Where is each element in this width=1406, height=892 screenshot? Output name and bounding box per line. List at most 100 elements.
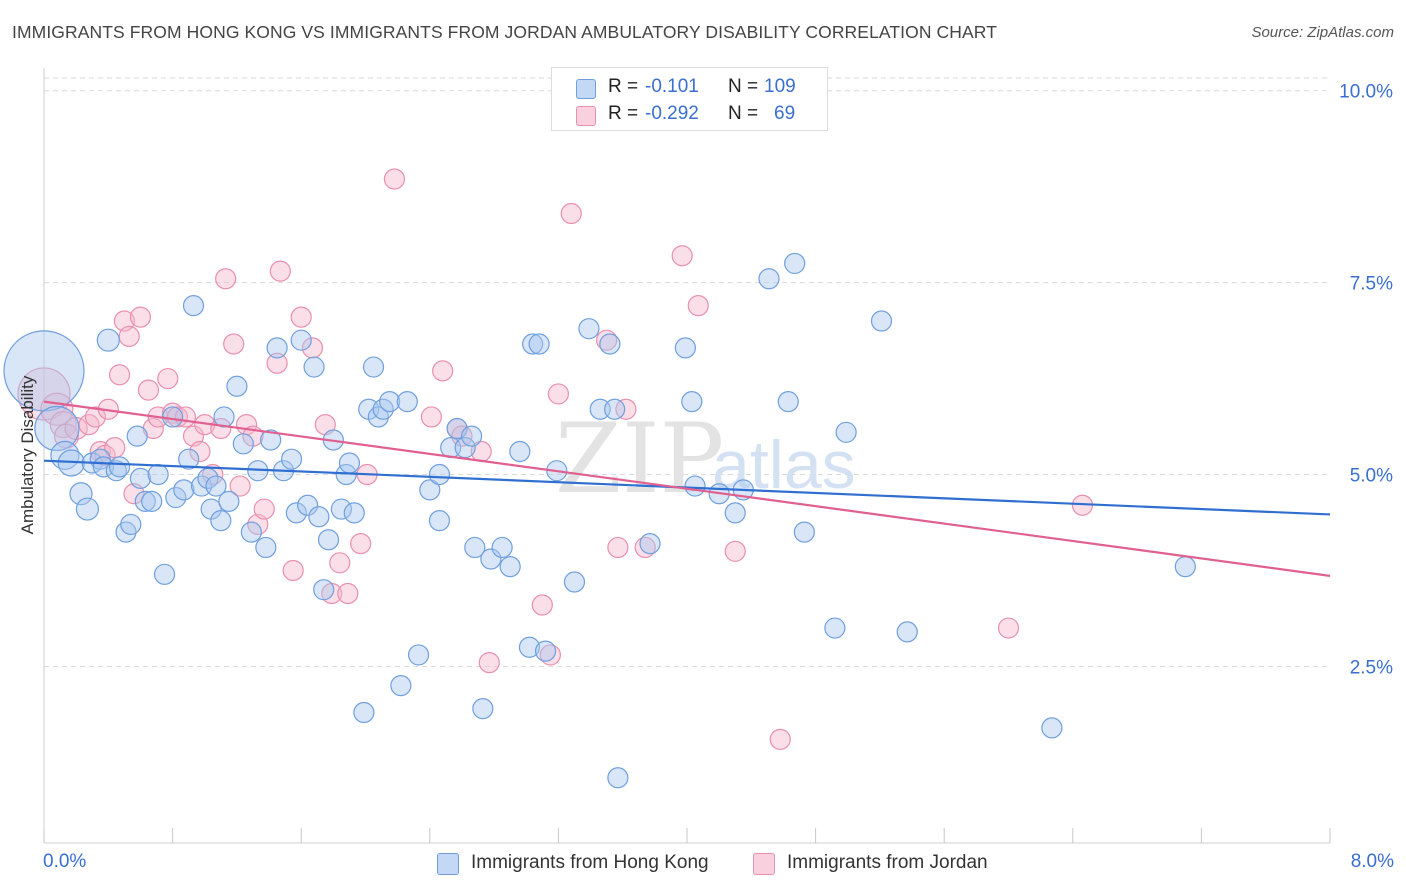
point-jordan bbox=[420, 406, 443, 428]
point-hongkong bbox=[255, 536, 277, 559]
point-jordan bbox=[547, 383, 570, 405]
point-hongkong bbox=[518, 636, 541, 658]
point-hongkong bbox=[96, 328, 120, 352]
point-jordan bbox=[189, 440, 211, 463]
point-hongkong bbox=[120, 513, 142, 536]
trendline-jordan bbox=[43, 400, 1331, 577]
axes bbox=[43, 68, 1331, 844]
legend-n-value: 69 bbox=[774, 103, 796, 124]
point-hongkong bbox=[226, 375, 248, 397]
point-hongkong bbox=[147, 463, 169, 486]
point-jordan bbox=[560, 202, 582, 225]
chart-title: IMMIGRANTS FROM HONG KONG VS IMMIGRANTS … bbox=[12, 22, 997, 42]
point-hongkong bbox=[134, 490, 156, 512]
source-credit: Source: ZipAtlas.com bbox=[1251, 24, 1394, 41]
y-axis-label: Ambulatory Disability bbox=[18, 375, 37, 535]
point-jordan bbox=[166, 406, 189, 428]
point-hongkong bbox=[75, 497, 100, 521]
point-jordan bbox=[997, 617, 1020, 639]
point-jordan bbox=[301, 337, 324, 359]
point-jordan bbox=[290, 306, 312, 328]
point-jordan bbox=[282, 559, 304, 582]
point-jordan bbox=[269, 260, 291, 282]
point-hongkong bbox=[777, 391, 799, 413]
point-jordan bbox=[687, 295, 709, 317]
point-hongkong bbox=[173, 479, 195, 501]
point-hongkong bbox=[92, 456, 115, 478]
point-jordan bbox=[478, 652, 500, 674]
bottom-legend-label: Immigrants from Hong Kong bbox=[471, 852, 709, 873]
point-jordan bbox=[229, 475, 251, 497]
point-hongkong bbox=[141, 490, 163, 512]
legend-r-label: R = bbox=[608, 103, 639, 124]
point-hongkong bbox=[232, 433, 254, 455]
point-hongkong bbox=[303, 356, 325, 378]
point-hongkong bbox=[1174, 556, 1196, 578]
point-hongkong bbox=[681, 391, 703, 413]
point-hongkong bbox=[343, 502, 365, 524]
point-jordan bbox=[350, 533, 372, 555]
point-hongkong bbox=[240, 521, 262, 543]
bottom-legend-swatch-pink bbox=[753, 853, 775, 875]
point-jordan bbox=[108, 364, 131, 386]
point-hongkong bbox=[280, 448, 303, 470]
legend-swatch-blue bbox=[576, 79, 596, 99]
point-hongkong bbox=[428, 463, 451, 486]
point-hongkong bbox=[210, 509, 232, 532]
x-axis-max-label: 8.0% bbox=[1350, 851, 1394, 872]
point-jordan bbox=[253, 498, 275, 520]
y-tick-label: 7.5% bbox=[1350, 274, 1393, 295]
point-hongkong bbox=[313, 579, 335, 601]
point-hongkong bbox=[407, 644, 430, 666]
point-hongkong bbox=[105, 460, 127, 482]
point-hongkong bbox=[784, 252, 806, 275]
point-hongkong bbox=[182, 295, 205, 317]
trendline-hongkong bbox=[43, 459, 1331, 516]
point-hongkong bbox=[724, 502, 746, 524]
point-hongkong bbox=[480, 548, 502, 570]
point-hongkong bbox=[428, 509, 451, 532]
point-hongkong bbox=[108, 456, 131, 478]
point-hongkong bbox=[165, 486, 187, 509]
correlation-legend: R = -0.101 N = 109 R = -0.292 N = 69 bbox=[551, 67, 828, 131]
point-hongkong bbox=[317, 529, 340, 551]
point-hongkong bbox=[390, 675, 412, 697]
point-hongkong bbox=[589, 398, 611, 420]
point-hongkong bbox=[758, 268, 780, 290]
point-jordan bbox=[337, 582, 359, 605]
point-hongkong bbox=[34, 405, 80, 452]
point-hongkong bbox=[3, 330, 85, 412]
point-hongkong bbox=[396, 391, 418, 413]
point-hongkong bbox=[162, 406, 184, 428]
bottom-legend-jordan: Immigrants from Jordan bbox=[753, 851, 1033, 877]
point-hongkong bbox=[362, 356, 385, 378]
y-tick-label: 10.0% bbox=[1339, 82, 1393, 103]
point-jordan bbox=[671, 245, 693, 267]
point-hongkong bbox=[528, 333, 550, 355]
point-jordan bbox=[769, 728, 791, 750]
gridlines bbox=[44, 77, 1330, 667]
point-jordan bbox=[266, 352, 288, 374]
point-jordan bbox=[607, 536, 629, 559]
point-hongkong bbox=[330, 498, 352, 520]
point-jordan bbox=[383, 168, 406, 190]
point-hongkong bbox=[674, 337, 696, 359]
point-hongkong bbox=[460, 425, 483, 447]
point-jordan bbox=[215, 268, 237, 290]
legend-r-value: -0.101 bbox=[645, 76, 699, 97]
point-hongkong bbox=[290, 329, 312, 351]
legend-r-label: R = bbox=[608, 76, 639, 97]
point-hongkong bbox=[379, 391, 401, 413]
point-hongkong bbox=[129, 467, 152, 489]
point-jordan bbox=[118, 325, 140, 347]
point-hongkong bbox=[308, 506, 330, 528]
legend-r-value: -0.292 bbox=[645, 103, 699, 124]
point-hongkong bbox=[153, 563, 176, 585]
point-hongkong bbox=[835, 421, 857, 443]
point-hongkong bbox=[218, 490, 240, 512]
point-hongkong bbox=[509, 440, 531, 463]
point-hongkong bbox=[578, 318, 600, 340]
point-hongkong bbox=[1041, 717, 1063, 739]
point-hongkong bbox=[639, 533, 661, 555]
